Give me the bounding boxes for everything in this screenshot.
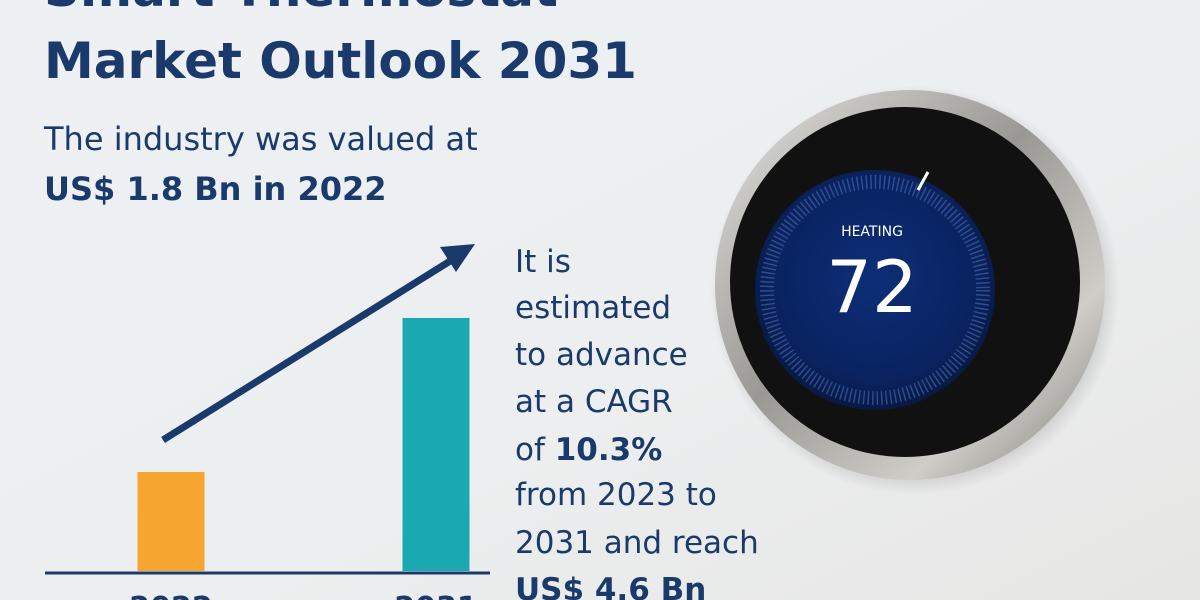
growth-line: estimated [515, 290, 671, 326]
title-line: Smart Thermostat [44, 0, 558, 18]
bar [137, 472, 205, 571]
thermostat: HEATING 72 [710, 85, 1120, 495]
growth-line: at a CAGR [515, 384, 673, 420]
growth-line: at a CAGR [515, 384, 673, 420]
title-line: Market Outlook 2031 [44, 32, 637, 90]
x-tick-label: 2031 [394, 591, 478, 600]
tick-ring [760, 175, 990, 405]
growth-line: of [515, 432, 555, 468]
intro-text: The industry was valued at [43, 120, 478, 158]
cagr-value: 10.3% [555, 432, 663, 468]
mode-label: HEATING [841, 224, 903, 240]
x-tick-label: 2022 [129, 591, 213, 600]
growth-line: of 10.3% [515, 432, 662, 468]
growth-line: 2031 and reach [515, 525, 759, 561]
thermostat-face [755, 170, 995, 410]
bar-chart: 2031 2022 [45, 244, 490, 600]
set-point [916, 171, 930, 191]
intro-value: US$ 1.8 Bn in 2022 [44, 170, 387, 208]
growth-line: It is [515, 244, 571, 280]
temperature: 72 [826, 245, 918, 329]
growth-line: to advance [515, 337, 688, 373]
arrow-head [440, 244, 475, 272]
final-value: US$ 4.6 Bn [515, 572, 706, 600]
growth-line: from 2023 to [515, 477, 717, 513]
trend-arrow [161, 255, 457, 443]
bar [402, 318, 470, 571]
growth-text: It is estimated to advance at a CAGR of … [515, 244, 759, 600]
